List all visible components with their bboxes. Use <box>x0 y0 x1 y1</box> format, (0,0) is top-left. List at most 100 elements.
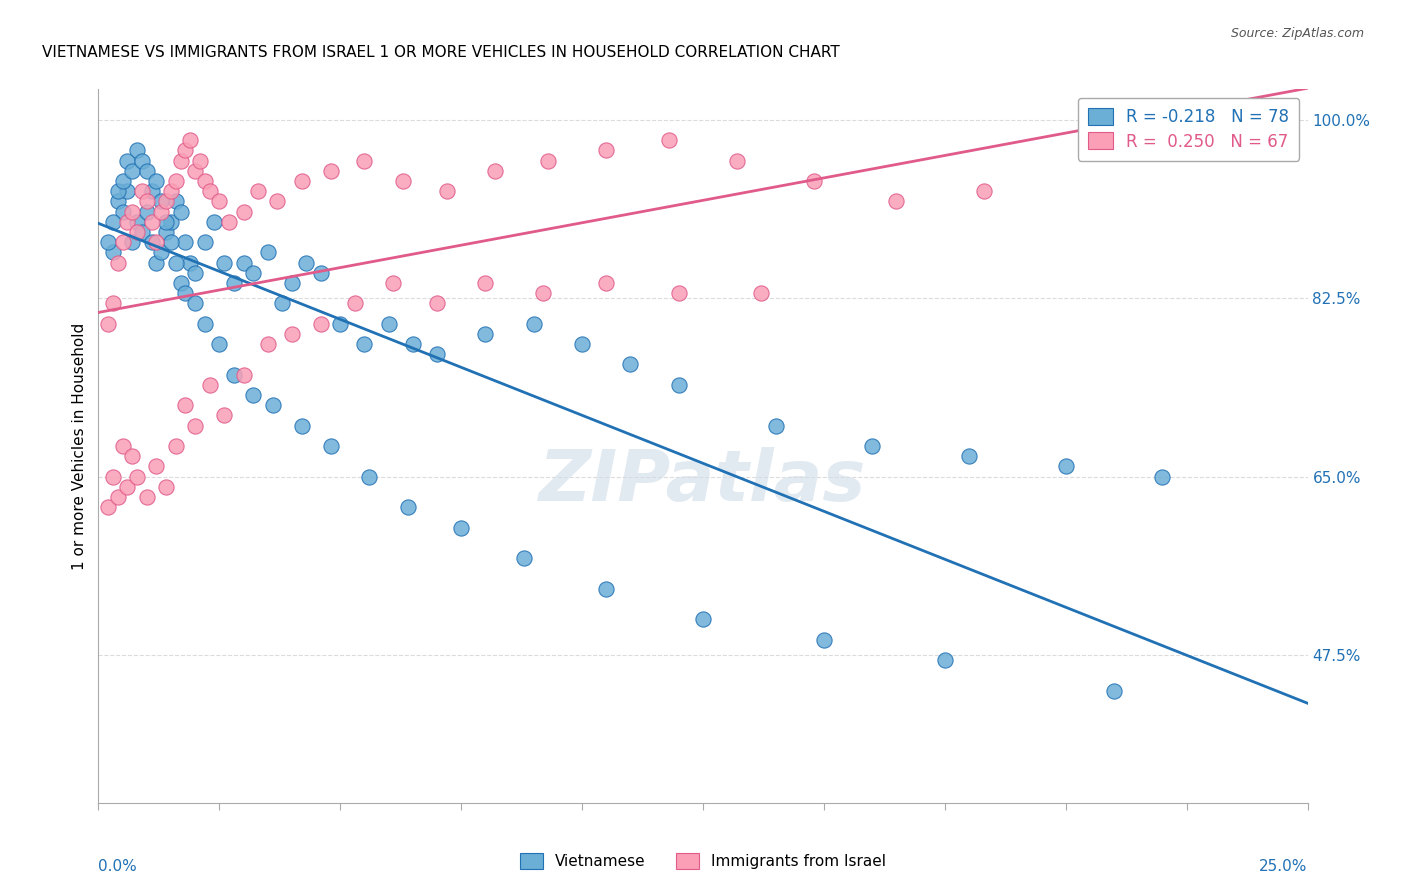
Point <box>117 480 139 494</box>
Point <box>725 153 748 168</box>
Point <box>765 418 787 433</box>
Point <box>160 184 183 198</box>
Point <box>141 235 163 249</box>
Point <box>329 317 352 331</box>
Point <box>262 398 284 412</box>
Point <box>101 469 124 483</box>
Point <box>309 317 332 331</box>
Point <box>232 368 254 382</box>
Point <box>179 255 201 269</box>
Point <box>392 174 415 188</box>
Point <box>198 184 221 198</box>
Point <box>513 551 536 566</box>
Text: 25.0%: 25.0% <box>1260 859 1308 874</box>
Point <box>165 194 187 209</box>
Point <box>111 174 134 188</box>
Point <box>184 266 207 280</box>
Point <box>194 174 217 188</box>
Text: Source: ZipAtlas.com: Source: ZipAtlas.com <box>1230 27 1364 40</box>
Point <box>382 276 405 290</box>
Point <box>145 174 167 188</box>
Point <box>281 326 304 341</box>
Point <box>242 388 264 402</box>
Point <box>101 245 124 260</box>
Point <box>174 144 197 158</box>
Point <box>127 144 149 158</box>
Point <box>295 255 318 269</box>
Point <box>131 153 153 168</box>
Point <box>934 653 956 667</box>
Point <box>658 133 681 147</box>
Point <box>184 163 207 178</box>
Point <box>145 255 167 269</box>
Point <box>111 235 134 249</box>
Point <box>141 215 163 229</box>
Point <box>131 225 153 239</box>
Y-axis label: 1 or more Vehicles in Household: 1 or more Vehicles in Household <box>72 322 87 570</box>
Point <box>150 204 173 219</box>
Point <box>319 439 342 453</box>
Point <box>222 276 245 290</box>
Point <box>523 317 546 331</box>
Point <box>242 266 264 280</box>
Point <box>145 459 167 474</box>
Point <box>426 296 449 310</box>
Point <box>107 490 129 504</box>
Point <box>692 612 714 626</box>
Point <box>97 317 120 331</box>
Point <box>212 255 235 269</box>
Point <box>803 174 825 188</box>
Point <box>107 194 129 209</box>
Point <box>145 235 167 249</box>
Point <box>232 255 254 269</box>
Point <box>127 469 149 483</box>
Point <box>107 184 129 198</box>
Point <box>484 163 506 178</box>
Point <box>309 266 332 280</box>
Point <box>121 204 143 219</box>
Point <box>343 296 366 310</box>
Point <box>174 398 197 412</box>
Point <box>266 194 288 209</box>
Point <box>165 255 187 269</box>
Point <box>117 215 139 229</box>
Point <box>208 337 231 351</box>
Text: VIETNAMESE VS IMMIGRANTS FROM ISRAEL 1 OR MORE VEHICLES IN HOUSEHOLD CORRELATION: VIETNAMESE VS IMMIGRANTS FROM ISRAEL 1 O… <box>42 45 839 60</box>
Point <box>1102 683 1125 698</box>
Point <box>212 409 235 423</box>
Point <box>174 235 197 249</box>
Point <box>957 449 980 463</box>
Point <box>426 347 449 361</box>
Point <box>595 582 617 596</box>
Point <box>165 439 187 453</box>
Point <box>169 276 191 290</box>
Point <box>97 500 120 515</box>
Point <box>271 296 294 310</box>
Point <box>150 245 173 260</box>
Point <box>281 276 304 290</box>
Point <box>353 153 375 168</box>
Point <box>121 163 143 178</box>
Point <box>359 469 381 483</box>
Point <box>531 286 554 301</box>
Point <box>436 184 458 198</box>
Point <box>749 286 772 301</box>
Point <box>111 439 134 453</box>
Point <box>155 215 177 229</box>
Point <box>474 276 496 290</box>
Point <box>179 133 201 147</box>
Point <box>222 368 245 382</box>
Point <box>160 215 183 229</box>
Point <box>377 317 399 331</box>
Point <box>194 235 217 249</box>
Point <box>127 225 149 239</box>
Point <box>169 204 191 219</box>
Point <box>101 296 124 310</box>
Point <box>1054 459 1077 474</box>
Point <box>135 163 157 178</box>
Point <box>155 194 177 209</box>
Point <box>886 194 908 209</box>
Point <box>194 317 217 331</box>
Point <box>537 153 560 168</box>
Point <box>1152 469 1174 483</box>
